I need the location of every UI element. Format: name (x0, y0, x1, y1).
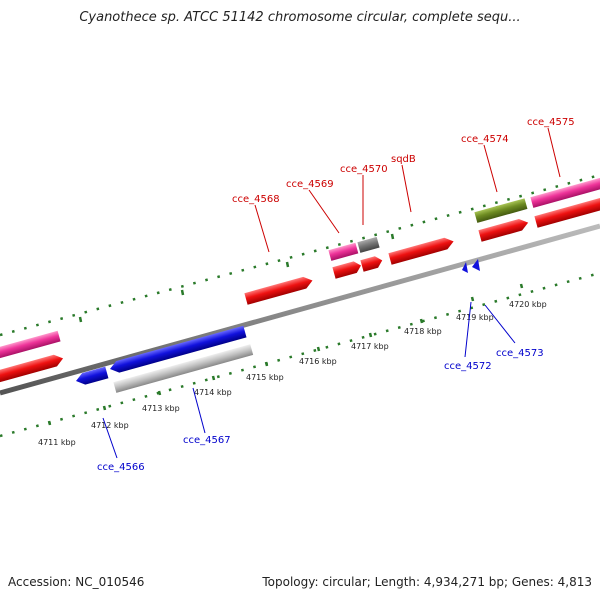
gene-cce_4566[interactable] (74, 366, 109, 387)
tick-label-4718: 4718 kbp (404, 327, 442, 336)
label-cce_4573[interactable]: cce_4573 (496, 348, 544, 359)
leader-cce_4573 (484, 304, 516, 344)
label-cce_4566[interactable]: cce_4566 (97, 462, 145, 473)
label-cce_4574[interactable]: cce_4574 (461, 134, 509, 145)
gene-red-d[interactable] (534, 196, 600, 228)
gene-sqdB[interactable] (388, 236, 455, 265)
label-cce_4569[interactable]: cce_4569 (286, 179, 334, 190)
gene-cce_4569[interactable] (328, 242, 359, 261)
gene-left-pink[interactable] (0, 330, 61, 364)
gene-red-b[interactable] (360, 255, 383, 272)
tick-label-4714: 4714 kbp (194, 388, 232, 397)
gene-cce_4567[interactable] (108, 325, 247, 375)
leader-cce_4572 (464, 301, 472, 358)
label-cce_4568[interactable]: cce_4568 (232, 194, 280, 205)
label-cce_4575[interactable]: cce_4575 (527, 117, 575, 128)
tick-label-4720: 4720 kbp (509, 300, 547, 309)
label-sqdB[interactable]: sqdB (391, 154, 416, 165)
gene-red-a[interactable] (332, 260, 362, 279)
tick-label-4711: 4711 kbp (38, 438, 76, 447)
leader-cce_4569 (308, 189, 340, 234)
gene-cce_4570[interactable] (357, 236, 380, 253)
leader-cce_4575 (547, 127, 561, 178)
leader-sqdB (401, 164, 412, 213)
gene-grey-long[interactable] (113, 344, 254, 393)
map-title: Cyanothece sp. ATCC 51142 chromosome cir… (79, 10, 521, 25)
label-cce_4572[interactable]: cce_4572 (444, 361, 492, 372)
top-major-ticks (78, 205, 500, 323)
accession-text: Accession: NC_010546 (8, 575, 145, 589)
gene-cce_4574[interactable] (474, 198, 528, 223)
summary-text: Topology: circular; Length: 4,934,271 bp… (262, 575, 592, 589)
leader-cce_4566 (102, 417, 118, 459)
label-cce_4570[interactable]: cce_4570 (340, 164, 388, 175)
tick-label-4712: 4712 kbp (91, 421, 129, 430)
leader-cce_4574 (483, 144, 498, 193)
tick-label-4715: 4715 kbp (246, 373, 284, 382)
tick-label-4716: 4716 kbp (299, 357, 337, 366)
gene-cce_4572[interactable] (462, 262, 468, 273)
backbone (0, 223, 600, 396)
tick-label-4717: 4717 kbp (351, 342, 389, 351)
leader-cce_4568 (254, 204, 270, 253)
tick-label-4719: 4719 kbp (456, 313, 494, 322)
scale-major-ticks (47, 283, 524, 426)
gene-cce_4568[interactable] (244, 275, 314, 305)
label-cce_4567[interactable]: cce_4567 (183, 435, 231, 446)
gene-left-red[interactable] (0, 353, 65, 388)
gene-red-c[interactable] (478, 217, 529, 242)
gene-cce_4573[interactable] (472, 259, 480, 271)
gene-cce_4575[interactable] (530, 175, 600, 208)
leader-cce_4567 (192, 387, 206, 434)
tick-label-4713: 4713 kbp (142, 404, 180, 413)
